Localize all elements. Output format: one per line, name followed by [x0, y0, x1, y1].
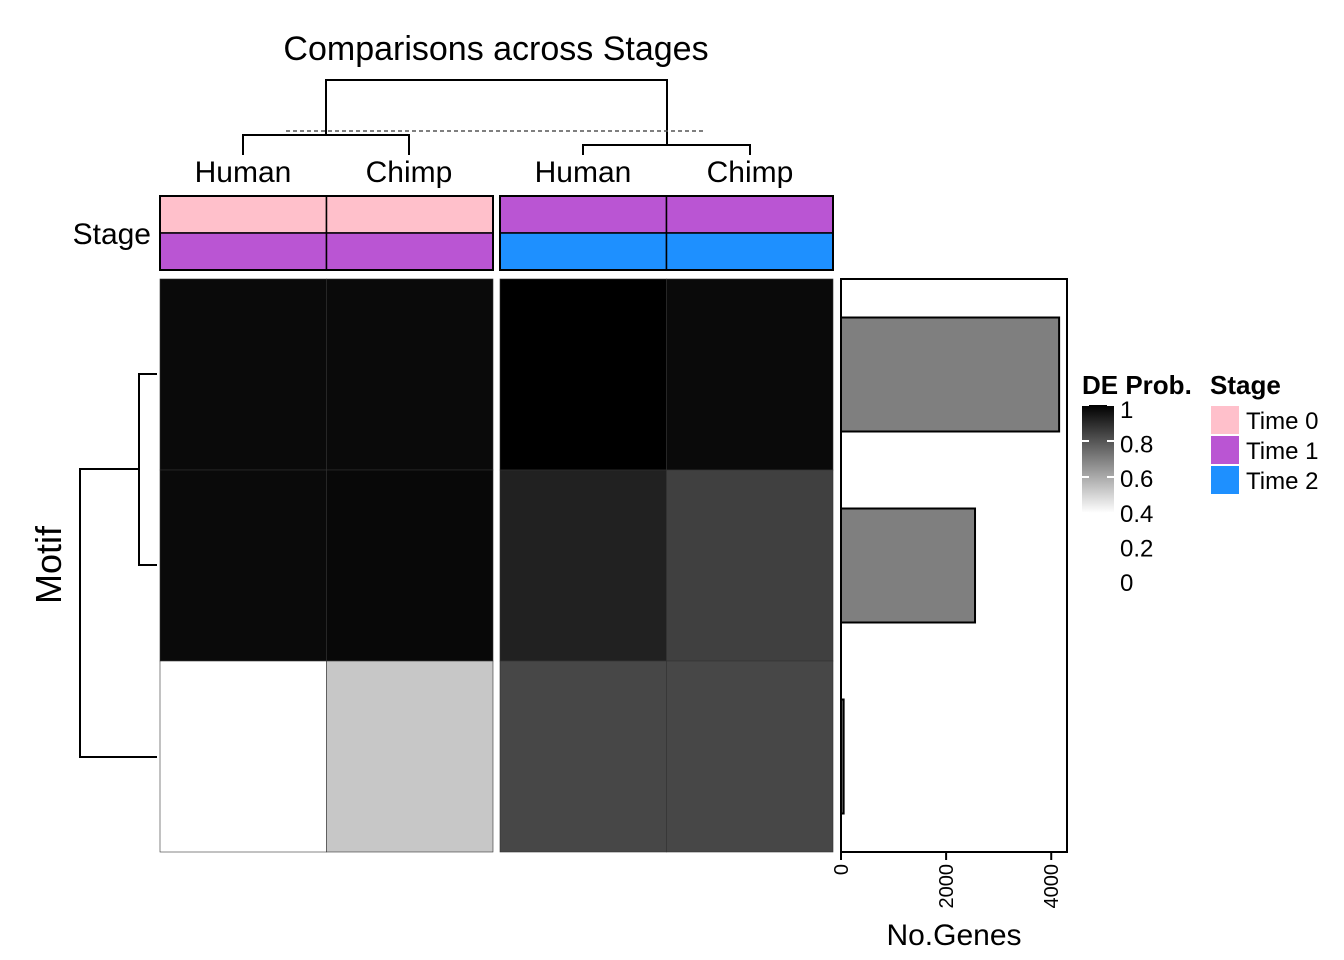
stage-annotation-top-0-1 — [325, 195, 494, 234]
stage-annotation-bottom-0-1 — [325, 232, 494, 271]
bar-x-axis: 0 2000 4000 — [831, 852, 1063, 909]
column-label-chimp-2: Chimp — [707, 156, 794, 189]
stage-annotation-frame-1 — [499, 195, 834, 271]
stage-annotation-bottom-1-1 — [665, 232, 834, 271]
de-legend-label-5: 0 — [1120, 570, 1133, 597]
heatmap-cell-r0-c3 — [666, 278, 834, 471]
stage-annotation-top-1-1 — [665, 195, 834, 234]
stage-legend-label-1: Time 1 — [1246, 438, 1318, 465]
column-label-human-2: Human — [535, 156, 632, 189]
stage-legend-swatch-1 — [1211, 436, 1239, 464]
heatmap-cell-r2-c2 — [499, 660, 667, 853]
stage-annotation-bottom-0-0 — [159, 232, 328, 271]
heatmap-cells — [159, 278, 834, 853]
row-dendrogram — [79, 373, 157, 758]
chart-title: Comparisons across Stages — [283, 30, 708, 68]
stage-legend-label-0: Time 0 — [1246, 408, 1318, 435]
stage-annotation — [159, 195, 834, 271]
heatmap-cell-r0-c0 — [159, 278, 327, 471]
de-legend-label-2: 0.6 — [1120, 466, 1153, 493]
bar-series — [840, 316, 1061, 815]
heatmap-cell-r2-c0 — [159, 660, 327, 853]
column-label-chimp-1: Chimp — [366, 156, 453, 189]
de-legend-label-0: 1 — [1120, 397, 1133, 424]
heatmap-cell-r2-c3 — [666, 660, 834, 853]
stage-annotation-bottom-1-0 — [499, 232, 668, 271]
bar-tick-label-0: 0 — [831, 864, 853, 875]
stage-legend-swatch-2 — [1211, 466, 1239, 494]
heatmap-cell-r1-c2 — [499, 469, 667, 662]
stage-legend-swatch-0 — [1211, 406, 1239, 434]
bar-1 — [840, 507, 977, 624]
de-legend-gradient — [1082, 405, 1114, 513]
bar-tick-label-1: 2000 — [936, 864, 958, 909]
column-dendrogram — [242, 79, 751, 155]
de-legend-label-4: 0.2 — [1120, 535, 1153, 562]
heatmap-cell-r1-c3 — [666, 469, 834, 662]
stage-legend-title: Stage — [1210, 370, 1281, 400]
heatmap-cell-r2-c1 — [326, 660, 494, 853]
heatmap-cell-r1-c1 — [326, 469, 494, 662]
annotation-label: Stage — [73, 218, 151, 251]
bar-x-axis-label: No.Genes — [886, 919, 1021, 952]
stage-legend-label-2: Time 2 — [1246, 468, 1318, 495]
heatmap-cell-r0-c2 — [499, 278, 667, 471]
bar-tick-label-2: 4000 — [1041, 864, 1063, 909]
stage-annotation-top-0-0 — [159, 195, 328, 234]
de-legend-title: DE Prob. — [1082, 370, 1192, 400]
bar-0 — [840, 316, 1061, 433]
de-legend-labels: 1 0.8 0.6 0.4 0.2 0 — [1082, 397, 1153, 597]
bar-2 — [840, 698, 845, 815]
row-axis-label: Motif — [28, 525, 69, 604]
column-label-human-1: Human — [195, 156, 292, 189]
heatmap-cell-r0-c1 — [326, 278, 494, 471]
stage-annotation-top-1-0 — [499, 195, 668, 234]
de-legend-label-3: 0.4 — [1120, 501, 1153, 528]
heatmap-cell-r1-c0 — [159, 469, 327, 662]
stage-legend-items: Time 0 Time 1 Time 2 — [1211, 406, 1318, 495]
de-legend-label-1: 0.8 — [1120, 432, 1153, 459]
stage-annotation-frame-0 — [159, 195, 494, 271]
